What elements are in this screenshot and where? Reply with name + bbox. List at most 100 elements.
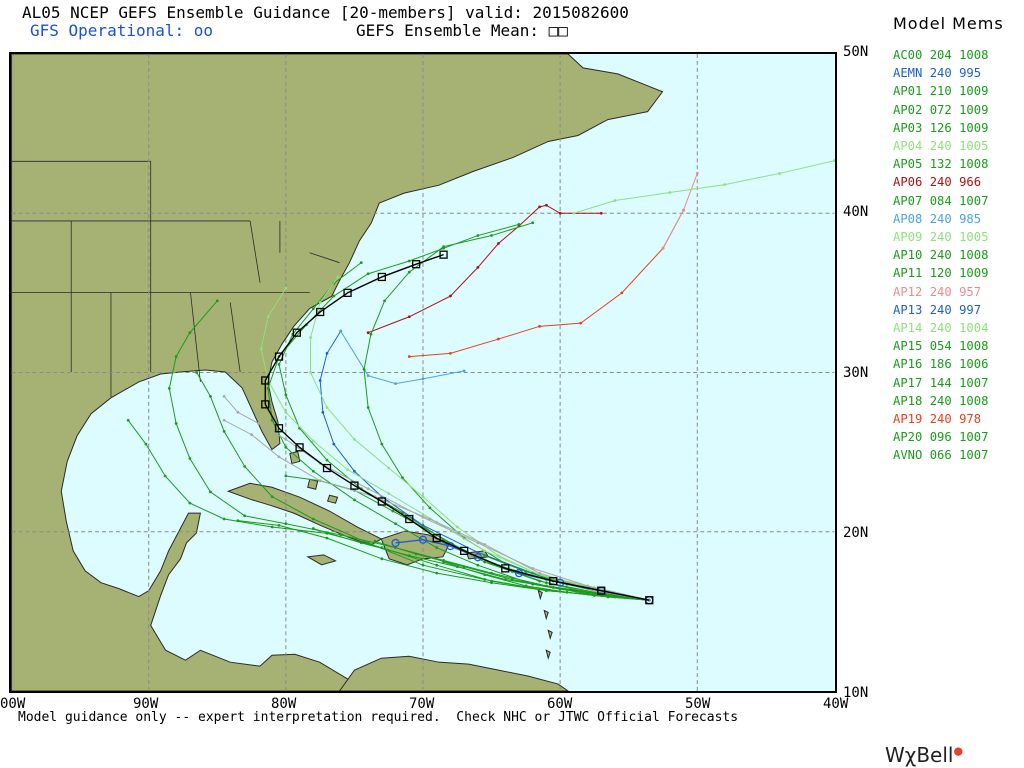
track-point-ap16 bbox=[428, 506, 432, 510]
track-point-ap11 bbox=[407, 554, 411, 558]
square-marker-icon: □□ bbox=[548, 21, 568, 40]
track-point-ap08 bbox=[394, 382, 397, 386]
track-point-ap01 bbox=[359, 261, 363, 265]
track-point-ap16 bbox=[380, 442, 384, 446]
track-point-avno bbox=[473, 553, 482, 562]
state-borders bbox=[11, 160, 340, 397]
track-point-ap06 bbox=[476, 266, 480, 269]
member-hour: 126 bbox=[929, 120, 952, 135]
legend-item-ap09: AP09 240 1005 bbox=[893, 228, 988, 246]
member-id: AP02 bbox=[893, 102, 923, 117]
track-point-ap15 bbox=[613, 595, 617, 599]
member-id: AP01 bbox=[893, 84, 923, 99]
track-point-aemn bbox=[292, 328, 301, 337]
track-point-ac00 bbox=[311, 517, 315, 521]
gfs-operational-label: GFS Operational: bbox=[30, 21, 194, 40]
track-point-ap09 bbox=[259, 347, 263, 351]
track-point-ap18 bbox=[339, 533, 343, 537]
track-point-ap06 bbox=[599, 211, 603, 215]
track-point-ap07 bbox=[524, 584, 528, 588]
track-point-aemn bbox=[549, 576, 558, 586]
track-point-ap10 bbox=[394, 522, 397, 526]
track-point-ap20 bbox=[414, 552, 418, 556]
track-point-ap09 bbox=[284, 286, 288, 290]
track-point-ap05 bbox=[483, 560, 487, 564]
longitude-label: 50W bbox=[685, 696, 711, 712]
track-point-aemn bbox=[343, 288, 352, 297]
track-point-ap13 bbox=[325, 351, 329, 355]
track-point-grey-member bbox=[222, 394, 226, 398]
track-point-ap05 bbox=[284, 474, 288, 478]
track-point-ap09 bbox=[266, 315, 270, 319]
longitude-label: 40W bbox=[823, 696, 849, 712]
member-pressure: 1009 bbox=[959, 266, 989, 281]
legend-item-ap17: AP17 144 1007 bbox=[893, 374, 988, 392]
track-point-ac00 bbox=[270, 495, 274, 499]
member-hour: 096 bbox=[929, 430, 952, 445]
track-point-aemn bbox=[597, 586, 606, 595]
member-pressure: 1008 bbox=[959, 48, 989, 62]
track-point-ap10 bbox=[435, 546, 439, 550]
track-point-grey-member bbox=[257, 422, 260, 425]
track-point-ap12 bbox=[682, 208, 685, 212]
legend-item-aemn: AEMN 240 995 bbox=[893, 64, 988, 82]
member-id: AP08 bbox=[893, 211, 923, 226]
member-id: AP17 bbox=[893, 375, 923, 390]
member-id: AP11 bbox=[893, 266, 923, 281]
track-point-aemn bbox=[412, 260, 421, 269]
member-hour: 072 bbox=[929, 102, 952, 117]
track-point-ap16 bbox=[383, 299, 386, 303]
track-point-ap04 bbox=[668, 191, 672, 194]
track-point-aemn bbox=[405, 514, 414, 524]
legend-item-ap08: AP08 240 985 bbox=[893, 210, 988, 228]
ensemble-mean-label: GEFS Ensemble Mean: bbox=[356, 21, 549, 40]
track-point-ap14 bbox=[318, 301, 322, 304]
track-map bbox=[9, 52, 837, 693]
legend-item-ap06: AP06 240 966 bbox=[893, 173, 988, 191]
member-hour: 054 bbox=[929, 339, 952, 354]
latitude-label: 40N bbox=[843, 204, 869, 221]
track-point-ap14 bbox=[421, 495, 425, 499]
track-point-ap17 bbox=[270, 525, 274, 529]
track-point-ac00 bbox=[195, 371, 199, 374]
member-id: AP03 bbox=[893, 120, 923, 135]
legend-item-ap13: AP13 240 997 bbox=[893, 301, 988, 319]
member-pressure: 1007 bbox=[959, 448, 989, 463]
track-point-ap08 bbox=[366, 374, 370, 378]
track-point-grey-member-2 bbox=[538, 571, 541, 575]
legend-item-ap15: AP15 054 1008 bbox=[893, 337, 988, 355]
track-point-ac00 bbox=[421, 563, 425, 567]
track-point-ap06 bbox=[558, 211, 562, 215]
member-pressure: 1009 bbox=[959, 120, 989, 135]
track-point-ap03 bbox=[325, 536, 329, 540]
legend-item-ap12: AP12 240 957 bbox=[893, 283, 988, 301]
longitude-label: 00W bbox=[0, 696, 26, 712]
longitude-label: 70W bbox=[409, 696, 435, 712]
member-id: AP07 bbox=[893, 193, 923, 208]
track-point-ap14 bbox=[497, 554, 500, 558]
legend-item-ap07: AP07 084 1007 bbox=[893, 192, 988, 210]
lesser-antilles-islands bbox=[537, 589, 553, 660]
member-hour: 240 bbox=[929, 175, 952, 190]
track-point-ac00 bbox=[243, 465, 247, 468]
track-point-ap01 bbox=[401, 511, 404, 515]
member-id: AP09 bbox=[893, 230, 923, 245]
member-hour: 240 bbox=[929, 139, 952, 154]
track-point-grey-member bbox=[586, 584, 589, 588]
track-point-grey-member bbox=[284, 437, 288, 441]
track-point-grey-member-2 bbox=[277, 455, 281, 459]
member-id: AP12 bbox=[893, 284, 923, 299]
member-pressure: 1008 bbox=[959, 248, 989, 263]
track-point-ap10 bbox=[332, 294, 336, 298]
track-point-ap18 bbox=[174, 355, 178, 358]
member-hour: 240 bbox=[929, 211, 952, 226]
brand-dot-icon: ● bbox=[953, 744, 964, 758]
track-point-ap11 bbox=[311, 527, 315, 530]
track-point-aemn bbox=[377, 497, 386, 506]
member-pressure: 1009 bbox=[959, 84, 989, 99]
track-point-ap10 bbox=[517, 223, 521, 226]
track-point-ap14 bbox=[309, 371, 312, 374]
track-point-ap08 bbox=[462, 369, 466, 373]
track-point-ap17 bbox=[222, 517, 226, 521]
member-hour: 240 bbox=[929, 321, 952, 336]
